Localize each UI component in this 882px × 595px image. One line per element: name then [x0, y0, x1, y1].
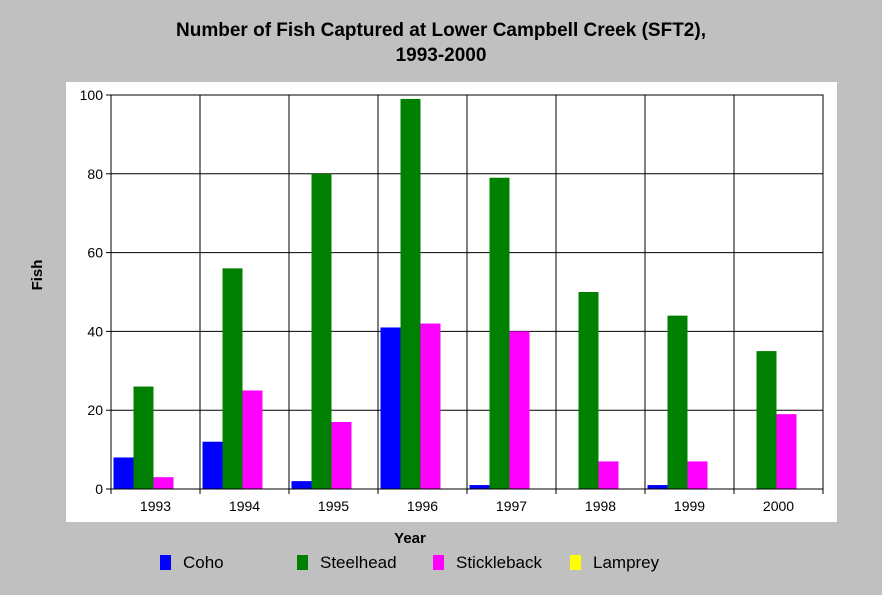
y-tick-label: 80 — [87, 166, 103, 182]
legend-swatch — [433, 555, 444, 570]
axis-layer: 0 20 40 60 80 100 1993 1994 1995 1996 1997 1998 1999… — [80, 87, 824, 514]
y-tick-label: 0 — [95, 481, 103, 497]
bar-coho-1994 — [202, 441, 223, 489]
y-tick-label: 60 — [87, 245, 103, 261]
x-tick-label: 1994 — [229, 498, 260, 514]
y-tick-label: 40 — [87, 323, 103, 339]
bar-coho-1999 — [647, 485, 668, 489]
y-tick-label: 100 — [80, 87, 104, 103]
bar-stickleback-1994 — [242, 390, 263, 489]
y-tick-label: 20 — [87, 402, 103, 418]
x-tick-label: 2000 — [763, 498, 794, 514]
legend-swatch — [297, 555, 308, 570]
bar-stickleback-1999 — [687, 461, 708, 489]
bar-steelhead-1997 — [489, 177, 510, 490]
bar-stickleback-2000 — [776, 414, 797, 489]
bars-layer — [113, 98, 797, 490]
legend: Coho Steelhead Stickleback Lamprey — [0, 553, 882, 578]
chart-title-line-2: 1993-2000 — [395, 45, 487, 66]
bar-steelhead-1999 — [667, 315, 688, 489]
x-tick-label: 1996 — [407, 498, 438, 514]
bar-stickleback-1996 — [420, 323, 441, 489]
x-tick-label: 1998 — [585, 498, 616, 514]
bar-steelhead-1993 — [133, 386, 154, 489]
plot-panel — [66, 82, 837, 522]
bar-steelhead-2000 — [756, 351, 777, 489]
bar-coho-1995 — [291, 481, 312, 489]
legend-label: Stickleback — [456, 553, 542, 572]
x-tick-label: 1995 — [318, 498, 349, 514]
legend-label: Coho — [183, 553, 224, 572]
bar-stickleback-1998 — [598, 461, 619, 489]
bar-steelhead-1998 — [578, 292, 599, 489]
y-axis-label: Fish — [29, 259, 46, 291]
bar-steelhead-1994 — [222, 268, 243, 489]
bar-coho-1997 — [469, 485, 490, 489]
bar-stickleback-1993 — [153, 477, 174, 489]
bar-stickleback-1997 — [509, 331, 530, 489]
legend-swatch — [160, 555, 171, 570]
bar-steelhead-1996 — [400, 98, 421, 489]
x-tick-label: 1993 — [140, 498, 171, 514]
bar-coho-1996 — [380, 327, 401, 489]
legend-label: Steelhead — [320, 553, 397, 572]
legend-label: Lamprey — [593, 553, 660, 572]
x-axis-label: Year — [394, 530, 426, 547]
grid-layer — [111, 94, 823, 490]
x-tick-label: 1997 — [496, 498, 527, 514]
chart-title-line-1: Number of Fish Captured at Lower Campbel… — [176, 20, 706, 41]
bar-coho-1993 — [113, 457, 134, 489]
bar-stickleback-1995 — [331, 422, 352, 489]
bar-steelhead-1995 — [311, 173, 332, 490]
chart-title: Number of Fish Captured at Lower Campbel… — [0, 18, 882, 68]
x-tick-label: 1999 — [674, 498, 705, 514]
legend-swatch — [570, 555, 581, 570]
